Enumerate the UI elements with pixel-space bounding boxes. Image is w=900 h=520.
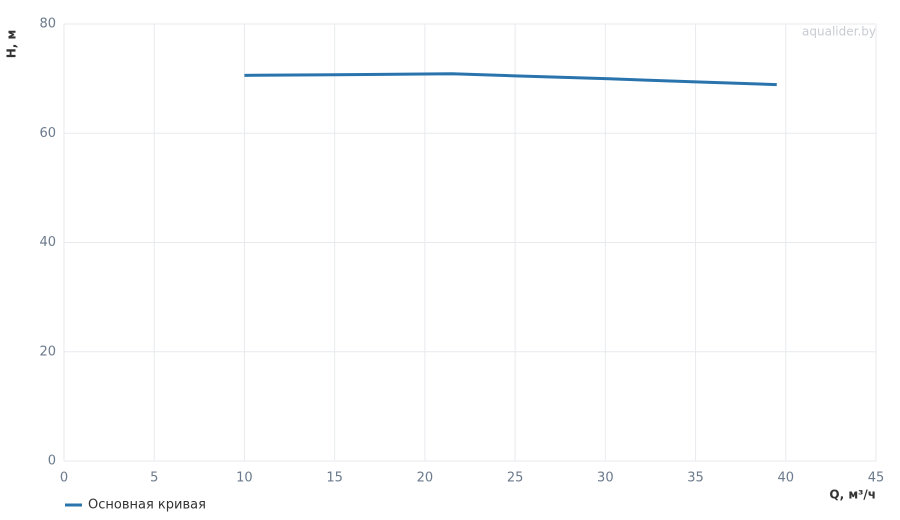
y-tick-label: 60: [39, 126, 56, 141]
line-series: [244, 72, 777, 87]
y-tick-label: 40: [39, 235, 56, 250]
legend-label: Основная кривая: [88, 498, 206, 513]
watermark: aqualider.by: [802, 25, 876, 39]
x-tick-label: 35: [687, 471, 704, 486]
y-tick-label: 20: [39, 344, 56, 359]
x-axis-title: Q, м³/ч: [829, 488, 876, 502]
y-tick-label: 0: [48, 454, 56, 469]
x-tick-label: 45: [868, 471, 885, 486]
y-axis-title: H, м: [5, 30, 19, 59]
x-tick-label: 30: [597, 471, 614, 486]
y-tick-label: 80: [39, 17, 56, 32]
x-tick-label: 5: [150, 471, 158, 486]
x-tick-label: 20: [417, 471, 434, 486]
x-tick-label: 40: [778, 471, 795, 486]
x-tick-label: 10: [236, 471, 253, 486]
x-tick-label: 15: [326, 471, 343, 486]
x-tick-label: 25: [507, 471, 524, 486]
x-tick-label: 0: [60, 471, 68, 486]
